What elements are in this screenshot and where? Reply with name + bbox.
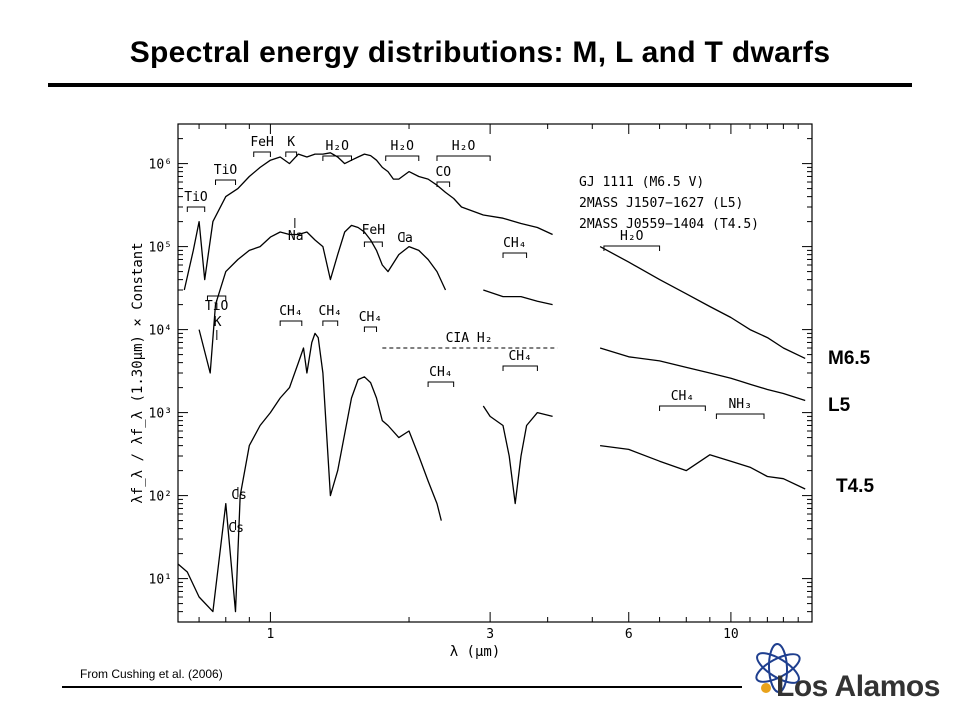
series-2mass-l5-line: [483, 289, 553, 306]
feature-label: CH₄: [279, 304, 302, 319]
source-credit: From Cushing et al. (2006): [80, 667, 223, 681]
series-gj1111-line: [183, 152, 553, 291]
series-2mass-l5-line: [198, 224, 447, 374]
title-underline: [48, 83, 912, 87]
feature-label: H₂O: [325, 139, 349, 154]
feature-label: Cs: [231, 488, 247, 503]
y-tick-label: 10²: [149, 490, 172, 505]
feature-label: CH₄: [503, 236, 526, 251]
series-2mass-t45-line: [177, 332, 442, 613]
y-tick-label: 10⁵: [149, 241, 172, 256]
feature-bracket: [659, 405, 706, 411]
series-2mass-t45-line: [600, 444, 806, 490]
logo-wordmark: Los Alamos: [776, 670, 940, 703]
legend-entry: GJ 1111 (M6.5 V): [579, 175, 704, 190]
x-tick-label: 1: [266, 627, 274, 642]
y-tick-label: 10¹: [149, 573, 172, 588]
feature-label: H₂O: [452, 139, 476, 154]
feature-bracket: [206, 295, 227, 301]
y-tick-label: 10³: [149, 407, 172, 422]
feature-label: CH₄: [359, 310, 382, 325]
feature-bracket: [603, 245, 661, 251]
chart-axes: 1 3 6 10 10¹ 10² 10³ 10⁴ 10⁵ 10⁶ λ (μm) λf_λ / λf_λ…: [130, 123, 813, 660]
x-tick-label: 3: [486, 627, 494, 642]
feature-bracket: [436, 155, 491, 161]
feature-label: H₂O: [620, 229, 644, 244]
chart-series: [177, 152, 806, 613]
feature-label: K: [214, 315, 222, 330]
feature-bracket: [186, 206, 206, 212]
feature-bracket: [253, 151, 271, 157]
feature-label: Ca: [397, 231, 413, 246]
feature-bracket: [215, 179, 237, 185]
los-alamos-logo-icon: [755, 643, 801, 693]
feature-bracket: [363, 326, 378, 332]
spectral-type-label-l: L5: [828, 395, 851, 416]
feature-label: FeH: [250, 135, 273, 150]
feature-label: TiO: [184, 190, 208, 205]
feature-label: CH₄: [671, 389, 694, 404]
feature-bracket: [715, 413, 765, 419]
feature-bracket: [279, 320, 303, 326]
footer-rule: [62, 686, 742, 688]
feature-label: K: [287, 135, 295, 150]
x-axis-label: λ (μm): [450, 644, 501, 660]
feature-label: H₂O: [391, 139, 415, 154]
spectral-type-label-m: M6.5: [828, 348, 871, 369]
series-2mass-l5-line: [599, 347, 806, 402]
feature-label: CH₄: [508, 349, 531, 364]
spectral-type-label-t: T4.5: [836, 476, 875, 497]
feature-bracket: [436, 181, 451, 187]
y-tick-label: 10⁴: [149, 324, 172, 339]
series-gj1111-line: [599, 246, 806, 359]
slide-title: Spectral energy distributions: M, L and …: [129, 36, 831, 69]
feature-bracket: [285, 151, 298, 157]
x-tick-label: 10: [723, 627, 739, 642]
feature-label: CIA H₂: [446, 331, 493, 346]
feature-bracket: [502, 365, 538, 371]
y-tick-label: 10⁶: [149, 158, 172, 173]
feature-bracket: [427, 381, 455, 387]
feature-label: Na: [288, 229, 304, 244]
feature-bracket: [322, 155, 352, 161]
feature-label: CH₄: [429, 365, 452, 380]
feature-bracket: [363, 241, 383, 247]
series-2mass-t45-line: [482, 405, 553, 505]
feature-bracket: [385, 155, 420, 161]
feature-label: CH₄: [319, 304, 342, 319]
feature-label: TiO: [214, 163, 238, 178]
feature-bracket: [322, 320, 339, 326]
chart-legend: GJ 1111 (M6.5 V) 2MASS J1507−1627 (L5) 2MA…: [579, 175, 759, 232]
feature-label: Cs: [228, 521, 244, 536]
feature-label: TiO: [205, 299, 229, 314]
feature-bracket: [502, 252, 528, 258]
feature-label: CO: [435, 165, 451, 180]
legend-entry: 2MASS J0559−1404 (T4.5): [579, 217, 759, 232]
legend-entry: 2MASS J1507−1627 (L5): [579, 196, 743, 211]
feature-label: FeH: [362, 223, 385, 238]
feature-label: NH₃: [728, 397, 751, 412]
y-axis-label: λf_λ / λf_λ (1.30μm) × Constant: [130, 242, 146, 503]
x-tick-label: 6: [625, 627, 633, 642]
